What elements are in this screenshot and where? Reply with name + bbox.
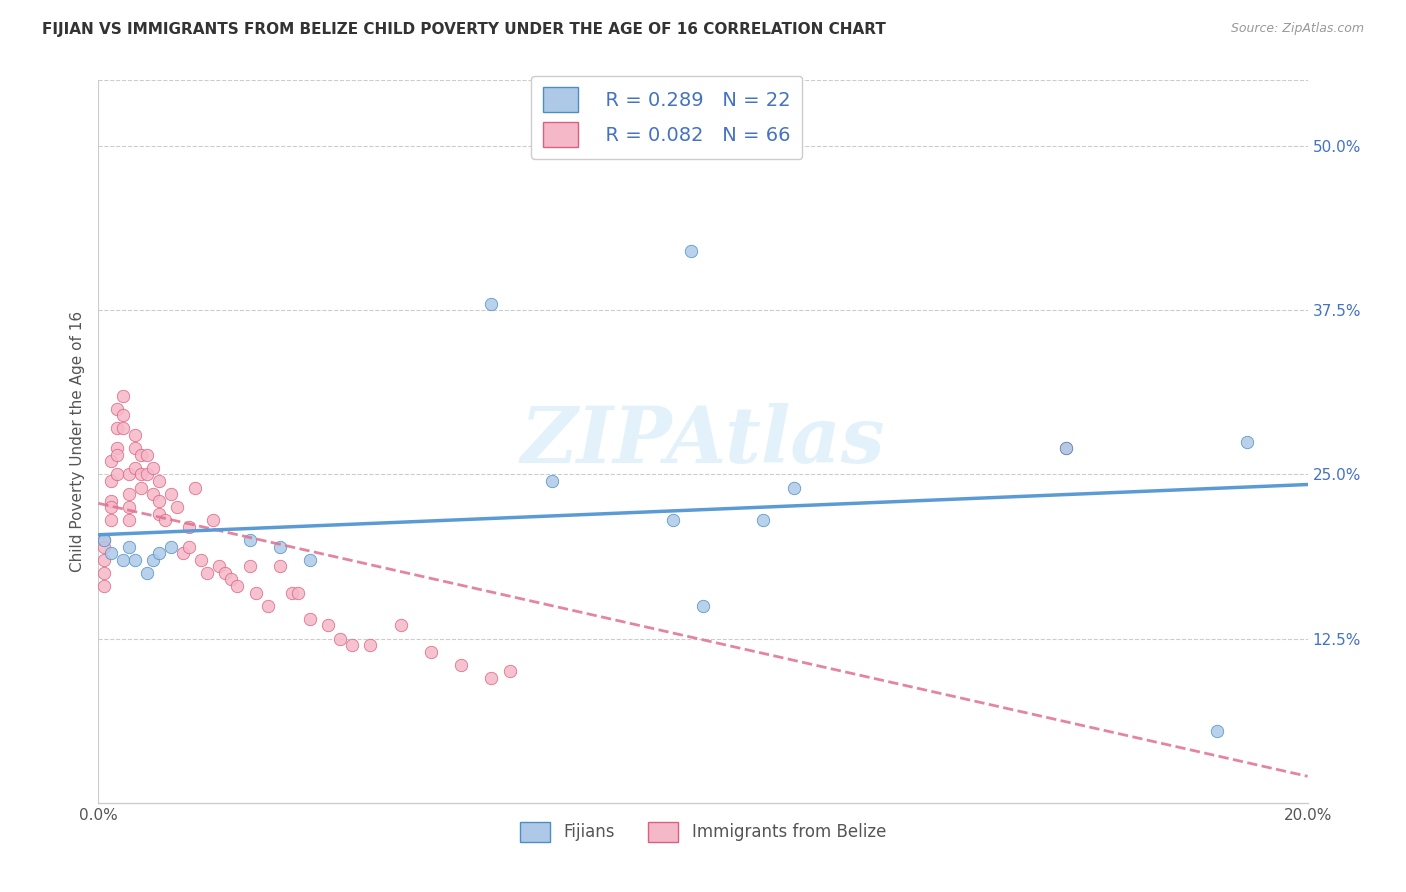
Point [153, 513, 176, 527]
Point [100, 500, 122, 515]
Point [111, 421, 134, 435]
Point [389, 618, 412, 632]
Point [214, 566, 236, 580]
Point [299, 612, 322, 626]
Point [93, 579, 115, 593]
Point [269, 559, 291, 574]
Point [239, 559, 262, 574]
Point [129, 481, 152, 495]
Point [105, 467, 128, 482]
Point [661, 513, 683, 527]
Point [316, 618, 339, 632]
Y-axis label: Child Poverty Under the Age of 16: Child Poverty Under the Age of 16 [69, 311, 84, 572]
Point [118, 513, 141, 527]
Point [124, 460, 146, 475]
Point [540, 474, 562, 488]
Point [287, 585, 309, 599]
Point [118, 487, 141, 501]
Point [245, 585, 267, 599]
Point [93, 566, 115, 580]
Point [142, 487, 165, 501]
Point [281, 585, 304, 599]
Point [190, 553, 212, 567]
Point [105, 448, 128, 462]
Point [420, 645, 443, 659]
Point [148, 546, 170, 560]
Point [100, 474, 122, 488]
Point [184, 481, 207, 495]
Point [160, 540, 183, 554]
Point [1054, 441, 1077, 455]
Point [148, 474, 170, 488]
Point [692, 599, 714, 613]
Point [166, 500, 188, 515]
Point [135, 566, 157, 580]
Point [1206, 723, 1229, 738]
Point [481, 671, 503, 685]
Text: ZIPAtlas: ZIPAtlas [520, 403, 886, 480]
Point [498, 665, 520, 679]
Text: Source: ZipAtlas.com: Source: ZipAtlas.com [1230, 22, 1364, 36]
Point [93, 540, 115, 554]
Point [1236, 434, 1258, 449]
Point [100, 493, 122, 508]
Point [172, 546, 194, 560]
Point [105, 421, 128, 435]
Legend: Fijians, Immigrants from Belize: Fijians, Immigrants from Belize [513, 815, 893, 848]
Point [481, 296, 503, 310]
Point [450, 657, 472, 672]
Point [135, 467, 157, 482]
Point [208, 559, 231, 574]
Point [202, 513, 225, 527]
Point [124, 428, 146, 442]
Point [179, 520, 201, 534]
Point [342, 638, 364, 652]
Point [269, 540, 291, 554]
Point [100, 454, 122, 468]
Point [752, 513, 775, 527]
Point [100, 513, 122, 527]
Point [124, 441, 146, 455]
Point [142, 553, 165, 567]
Point [221, 573, 243, 587]
Point [124, 553, 146, 567]
Point [118, 467, 141, 482]
Point [142, 460, 165, 475]
Point [100, 546, 122, 560]
Point [129, 448, 152, 462]
Point [226, 579, 249, 593]
Point [135, 448, 157, 462]
Point [111, 553, 134, 567]
Point [129, 467, 152, 482]
Point [118, 500, 141, 515]
Point [93, 533, 115, 547]
Point [148, 493, 170, 508]
Point [239, 533, 262, 547]
Point [299, 553, 322, 567]
Point [148, 507, 170, 521]
Text: FIJIAN VS IMMIGRANTS FROM BELIZE CHILD POVERTY UNDER THE AGE OF 16 CORRELATION C: FIJIAN VS IMMIGRANTS FROM BELIZE CHILD P… [42, 22, 886, 37]
Point [105, 441, 128, 455]
Point [118, 540, 141, 554]
Point [160, 487, 183, 501]
Point [93, 533, 115, 547]
Point [783, 481, 806, 495]
Point [360, 638, 382, 652]
Point [679, 244, 702, 258]
Point [105, 401, 128, 416]
Point [1054, 441, 1077, 455]
Point [111, 388, 134, 402]
Point [195, 566, 218, 580]
Point [111, 409, 134, 423]
Point [93, 553, 115, 567]
Point [179, 540, 201, 554]
Point [256, 599, 278, 613]
Point [329, 632, 352, 646]
